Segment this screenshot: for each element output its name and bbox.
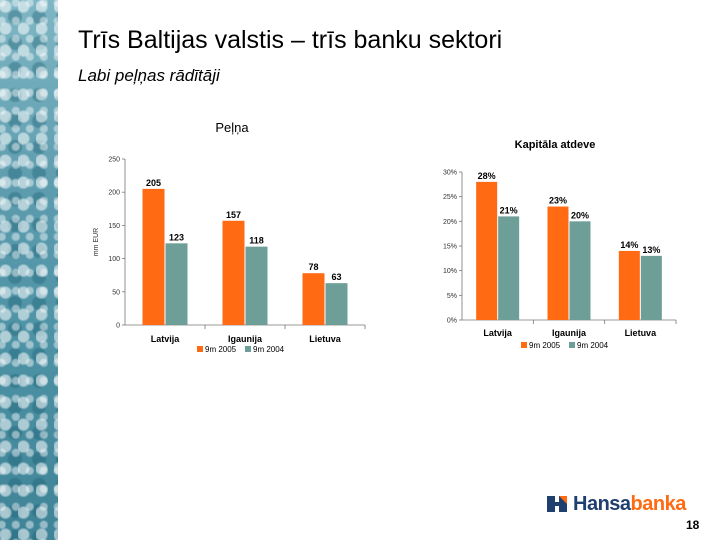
legend-swatch xyxy=(245,346,251,352)
chart-title: Peļņa xyxy=(215,120,249,135)
bar xyxy=(640,255,662,320)
bar xyxy=(618,250,640,320)
bar xyxy=(165,243,188,325)
slide-subtitle: Labi peļņas rādītāji xyxy=(78,66,220,85)
data-label: 205 xyxy=(146,178,161,188)
legend-label: 9m 2005 xyxy=(205,345,237,354)
category-label: Latvija xyxy=(151,334,181,344)
hansabanka-logo: Hansabanka xyxy=(545,490,686,518)
y-tick-label: 250 xyxy=(108,157,120,164)
data-label: 13% xyxy=(642,245,660,255)
category-label: Lietuva xyxy=(309,334,342,344)
logo-text: Hansabanka xyxy=(573,492,686,515)
y-tick-label: 100 xyxy=(108,256,120,263)
bar xyxy=(302,273,325,325)
category-label: Igaunija xyxy=(552,328,587,338)
bar xyxy=(222,220,245,325)
chart-title: Kapitāla atdeve xyxy=(515,139,596,151)
y-tick-label: 10% xyxy=(443,268,457,275)
category-label: Igaunija xyxy=(228,334,263,344)
y-tick-label: 200 xyxy=(108,190,120,197)
bar xyxy=(547,206,569,320)
bar xyxy=(245,246,268,325)
legend-swatch xyxy=(197,346,203,352)
category-label: Lietuva xyxy=(625,328,658,338)
y-tick-label: 150 xyxy=(108,223,120,230)
data-label: 20% xyxy=(571,210,589,220)
y-tick-label: 15% xyxy=(443,244,457,251)
water-drops-decoration xyxy=(0,0,58,540)
legend-label: 9m 2005 xyxy=(529,341,561,350)
profit-chart: Peļņa 0 50 100 150 200 250 mm EUR 205 123 Latvija 1… xyxy=(93,120,366,354)
legend-swatch xyxy=(521,342,527,348)
data-label: 14% xyxy=(620,240,638,250)
y-tick-label: 5% xyxy=(447,293,457,300)
legend-label: 9m 2004 xyxy=(577,341,609,350)
data-label: 118 xyxy=(249,236,264,246)
page-number: 18 xyxy=(686,518,700,532)
y-axis-label: mm EUR xyxy=(93,228,100,256)
bar xyxy=(498,216,520,320)
data-label: 23% xyxy=(549,196,567,206)
bar xyxy=(142,188,165,325)
legend-swatch xyxy=(569,342,575,348)
y-tick-label: 0 xyxy=(116,323,120,330)
category-label: Latvija xyxy=(483,328,513,338)
legend-label: 9m 2004 xyxy=(253,345,285,354)
hansabanka-logo-icon xyxy=(547,496,567,512)
data-label: 78 xyxy=(308,262,318,272)
data-label: 157 xyxy=(226,210,241,220)
data-label: 28% xyxy=(478,171,496,181)
y-tick-label: 50 xyxy=(112,289,120,296)
y-tick-label: 25% xyxy=(443,194,457,201)
y-tick-label: 0% xyxy=(447,318,457,325)
bar xyxy=(476,181,498,320)
bar xyxy=(569,221,591,320)
bar xyxy=(325,283,348,325)
slide-title: Trīs Baltijas valstis – trīs banku sekto… xyxy=(78,26,503,54)
y-tick-label: 20% xyxy=(443,219,457,226)
y-tick-label: 30% xyxy=(443,170,457,177)
roe-chart: Kapitāla atdeve 0% 5% 10% 15% 20% 25% 30% 28% 21%… xyxy=(443,139,677,350)
data-label: 21% xyxy=(500,205,518,215)
data-label: 63 xyxy=(331,272,341,282)
data-label: 123 xyxy=(169,232,184,242)
